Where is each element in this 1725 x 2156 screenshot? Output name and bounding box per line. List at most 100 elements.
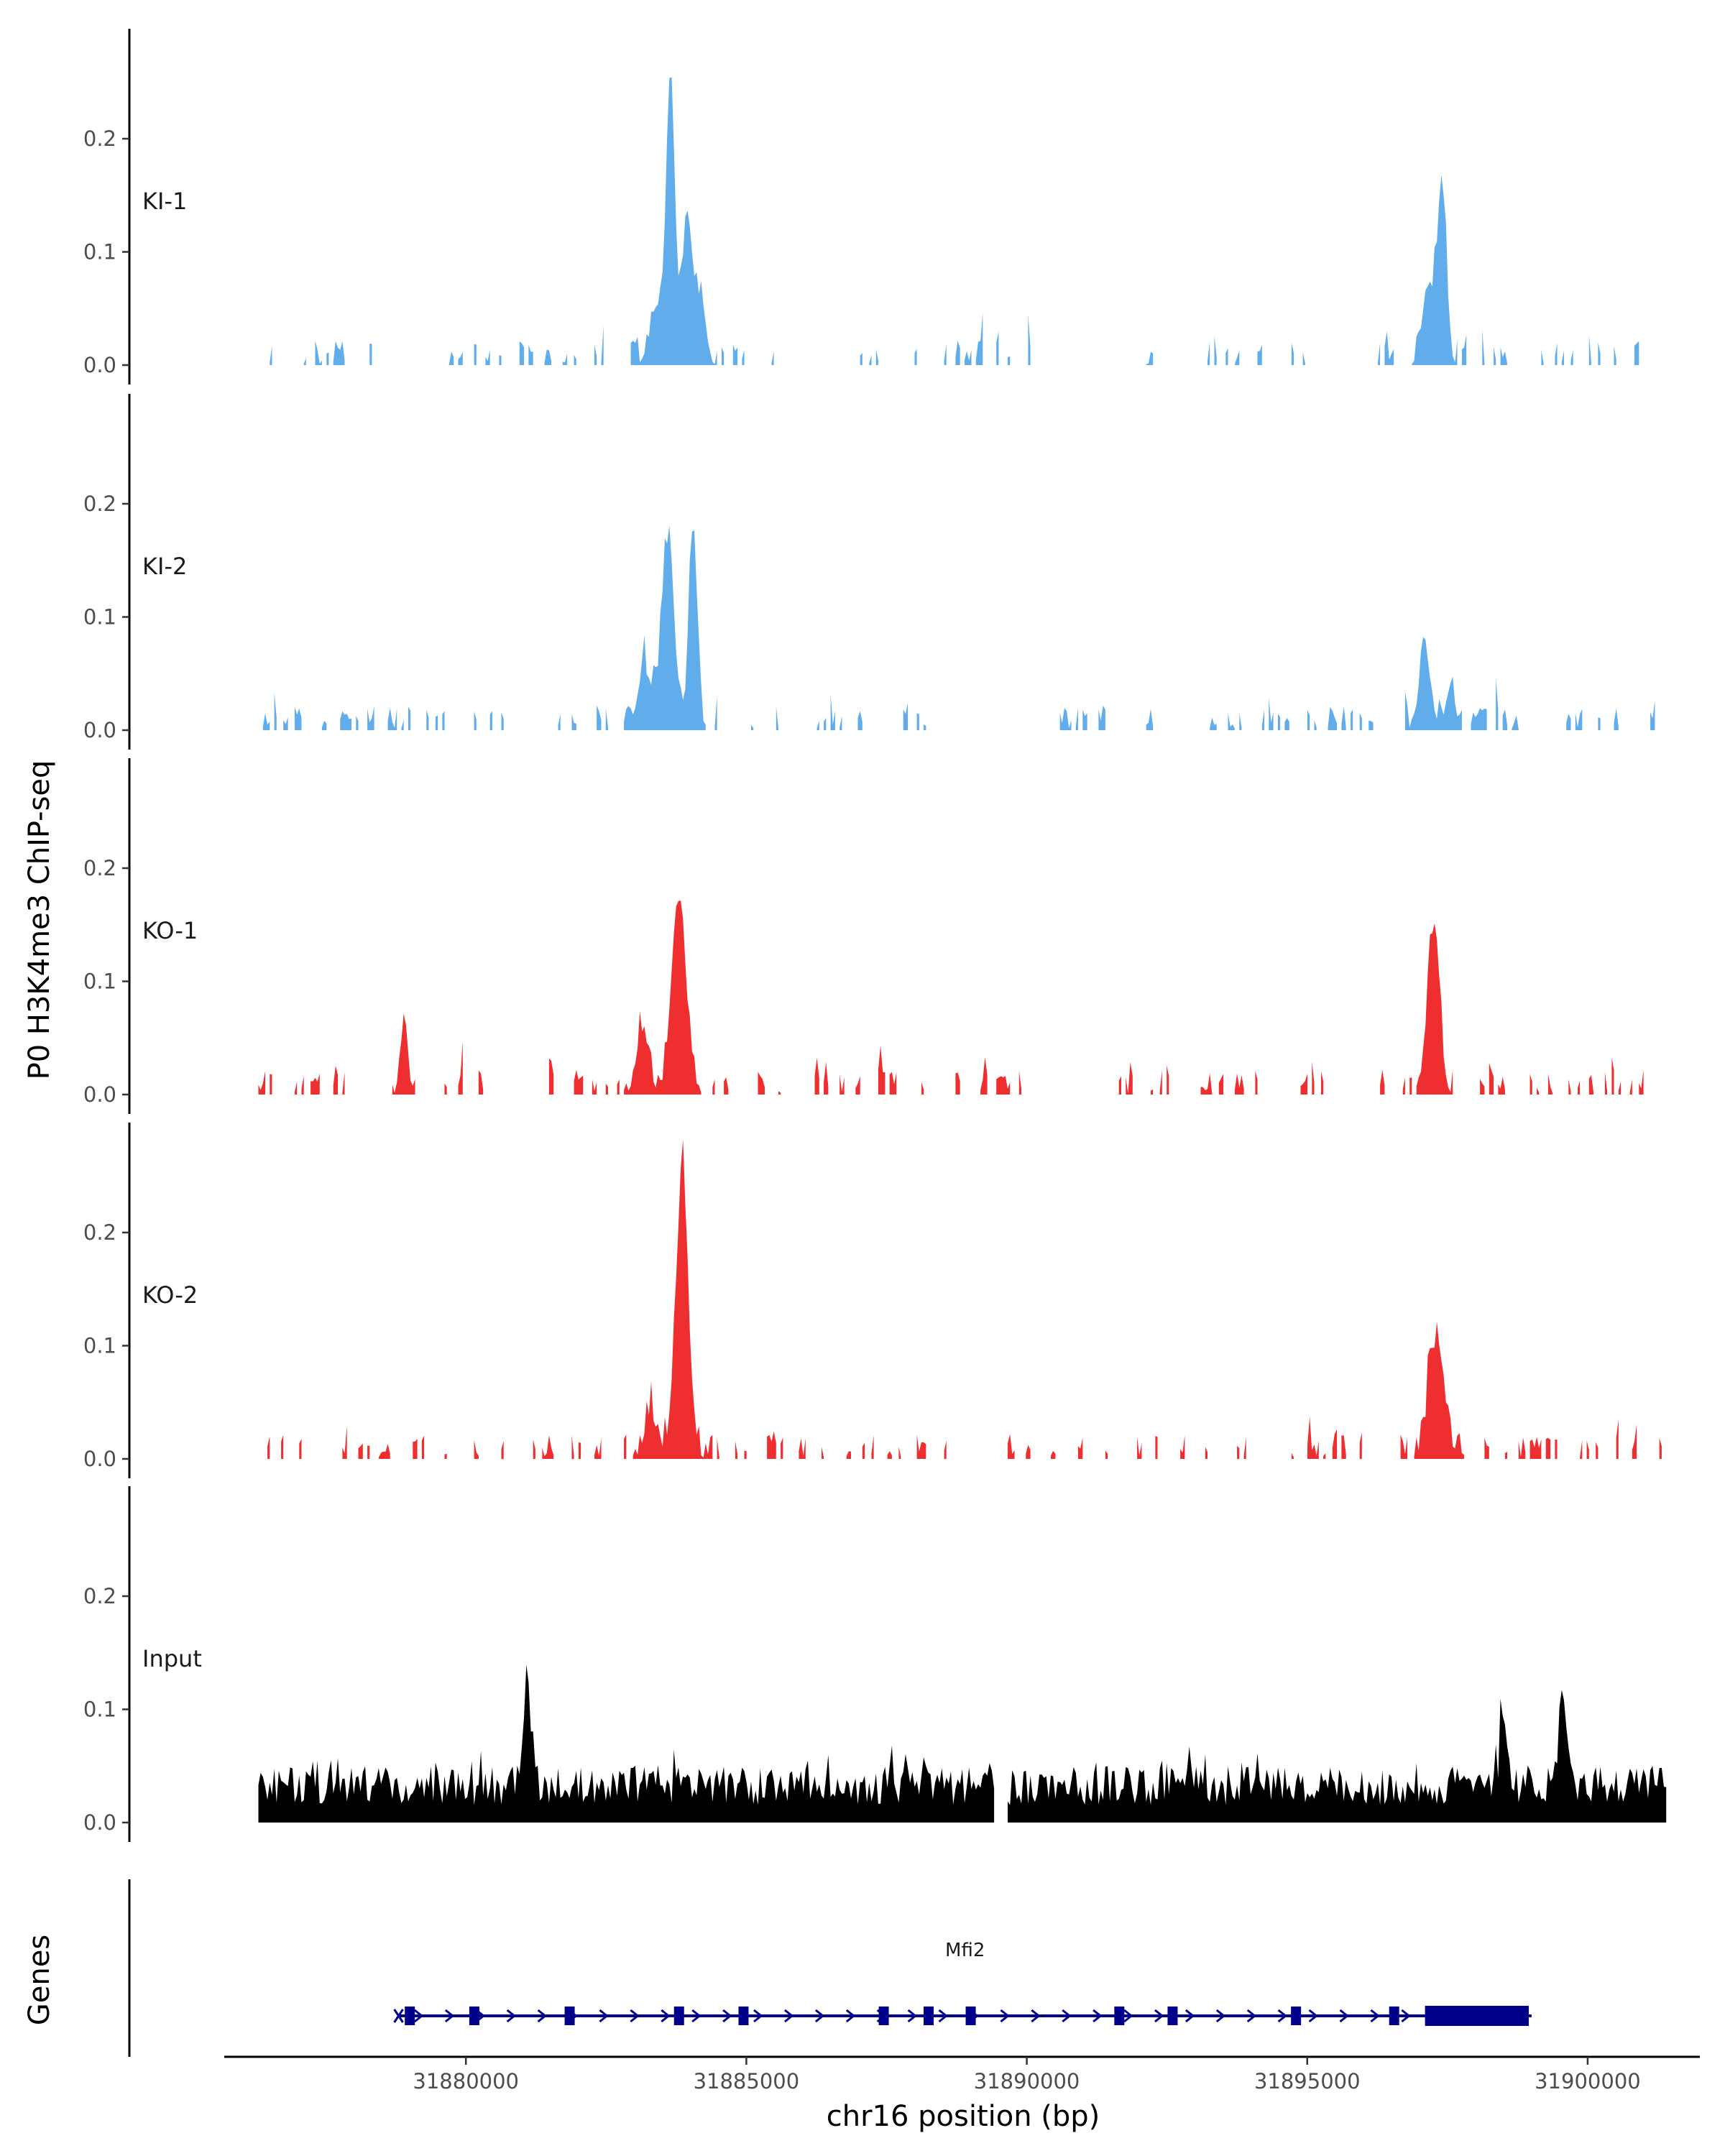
strand-arrow [537,2009,547,2023]
signal-area [1618,1082,1621,1095]
signal-area [712,1079,715,1095]
signal-area [903,703,908,730]
strand-arrow [938,2009,948,2023]
track-ko-2: 0.0 0.1 0.2 KO-2 [83,1123,1662,1478]
signal-area [1237,1446,1240,1459]
signal-area [378,1444,390,1459]
signal-area [1332,1429,1338,1459]
track-label: KI-2 [142,553,187,580]
signal-area [315,340,322,365]
signal-area [303,358,306,365]
strand-arrow [814,2009,825,2023]
signal-area [1291,1452,1294,1459]
signal-area [624,1434,627,1459]
signal-area [1269,697,1274,730]
signal-area [1146,709,1154,730]
signal-area [1596,1442,1598,1459]
signal-area [1257,344,1262,365]
signal-area [413,1439,418,1459]
signal-area [1155,1436,1158,1459]
signal-area [485,349,490,365]
exon [469,2007,479,2025]
signal-area [1384,331,1394,365]
signal-area [258,1664,995,1823]
signal-area [342,1425,347,1459]
y-tick-label: 0.2 [83,1220,116,1245]
signal-area [1616,1419,1619,1459]
signal-area [887,1451,892,1459]
signal-area [458,1041,463,1095]
signal-area [1498,1077,1505,1095]
strand-arrow [1401,2009,1411,2023]
signal-area [342,1072,345,1095]
signal-area [1284,718,1289,730]
signal-area [814,1057,819,1095]
signal-area [862,1442,865,1459]
signal-area [474,344,477,365]
signal-area [605,1083,608,1095]
signal-area [571,1435,574,1459]
signal-area [1018,1070,1021,1095]
signal-area [295,706,302,730]
signal-area [1416,923,1453,1095]
signal-area [1234,1073,1244,1095]
signal-area [270,346,272,365]
signal-area [975,313,983,365]
y-tick-label: 0.1 [83,240,116,264]
y-tick-label: 0.2 [83,856,116,880]
signal-area [1588,335,1591,365]
signal-area [1632,1424,1637,1459]
signal-area [1368,720,1374,730]
exon [878,2007,889,2025]
signal-area [1323,1453,1326,1459]
y-tick-label: 0.0 [83,1082,116,1107]
strand-arrow [753,2009,763,2023]
signal-area [283,717,288,730]
strand-arrow [1184,2009,1195,2023]
strand-arrow [1370,2009,1380,2023]
signal-area [1098,705,1105,730]
track-ki-2: 0.0 0.1 0.2 KI-2 [83,394,1655,750]
strand-arrow [1308,2009,1318,2023]
signal-area [1008,1690,1667,1823]
signal-area [824,1061,829,1095]
strand-arrow [1092,2009,1103,2023]
signal-area [1307,710,1310,730]
signal-area [1118,1076,1121,1095]
signal-area [744,1450,747,1459]
signal-area [478,1070,484,1095]
gene-name: Mfi2 [945,1940,985,1961]
signal-area [751,724,754,730]
signal-area [1225,348,1228,365]
signal-area [1580,1439,1583,1459]
signal-area [955,340,960,365]
signal-area [258,1071,265,1095]
signal-area [1639,1069,1644,1095]
signal-area [1341,1435,1346,1459]
signal-area [544,349,551,365]
signal-area [1598,717,1601,730]
signal-area [594,1438,602,1459]
signal-area [1302,352,1305,365]
signal-area [387,708,397,730]
signal-area [840,716,842,730]
signal-area [262,713,270,730]
signal-area [295,1081,298,1095]
signal-area [562,353,568,365]
signal-area [1518,1437,1526,1459]
signal-area [1214,336,1217,365]
signal-area [1151,1089,1154,1095]
signal-area [921,1082,924,1095]
signal-area [758,1072,765,1095]
signal-area [1218,1074,1224,1095]
signal-area [1208,341,1210,365]
y-tick-label: 0.2 [83,1584,116,1608]
signal-area [558,714,561,730]
signal-area [1570,350,1573,365]
signal-area [499,355,502,365]
signal-area [624,525,706,730]
signal-area [458,352,463,365]
genes-axis-title: Genes [23,1935,56,2025]
signal-area [408,706,411,730]
track-ko-1: 0.0 0.1 0.2 KO-1 [83,758,1644,1114]
